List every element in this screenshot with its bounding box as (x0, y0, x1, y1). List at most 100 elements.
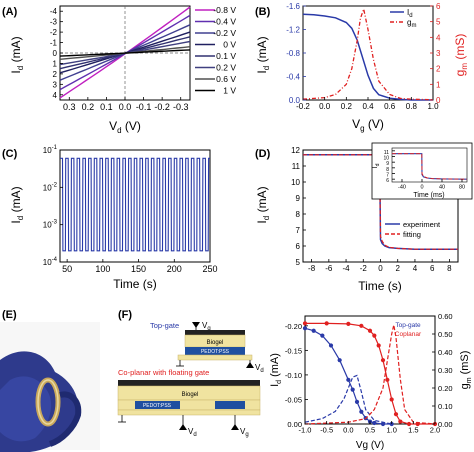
panel-a-legend-label-0: -0.8 V (213, 5, 236, 15)
panel-d-inset-y-ticklabel-1: 10 (383, 156, 389, 162)
panel-d-inset-x-ticklabel-3: 80 (459, 185, 465, 191)
vg-terminal-icon (192, 322, 200, 328)
panel-d-y-ticklabel-5: 7 (296, 226, 301, 235)
panel-f-series-0-marker-4 (337, 358, 342, 363)
panel-a-y-ticklabel-5: 1 (53, 59, 58, 68)
panel-label-e: (E) (2, 309, 17, 321)
panel-f-x-ticklabel-4: 1.0 (386, 426, 396, 435)
schematic-biogel-coplanar: Biogel (182, 392, 199, 398)
schematic-vg-coplanar: Vg (240, 427, 249, 438)
panel-f-x-ticklabel-3: 0.5 (365, 426, 375, 435)
panel-f-y2-ticklabel-6: 0.00 (438, 420, 453, 429)
panel-f-series-2-marker-2 (346, 321, 351, 326)
panel-b-legend: Id gm (390, 8, 416, 29)
panel-d-inset-y-ticklabel-3: 8 (386, 167, 389, 173)
panel-f-series-0-marker-11 (372, 420, 377, 426)
panel-a-legend-label-7: 1 V (223, 86, 236, 96)
panel-f-y-ticklabel-1: -0.15 (285, 346, 302, 355)
panel-d-inset-y-ticklabel-5: 6 (386, 178, 389, 184)
panel-label-d: (D) (255, 148, 271, 160)
panel-f-x-ticklabel-0: -1.0 (299, 426, 312, 435)
panel-f-series-2-marker-4 (367, 328, 373, 333)
panel-d-y-ticklabel-1: 11 (292, 162, 301, 171)
panel-c-y-ticklabel-0: 10-1 (43, 145, 58, 155)
panel-d-x-ticklabel-6: 4 (413, 264, 418, 273)
panel-b-x-ticklabel-3: 0.4 (362, 102, 374, 111)
panel-a-x-ticklabel-2: 0.1 (100, 102, 113, 112)
panel-d-inset-series-fitting (392, 153, 468, 180)
panel-f-series-2-marker-0 (302, 321, 308, 326)
schematic-biogel-top: Biogel (207, 340, 224, 346)
panel-f-series-0-marker-3 (328, 343, 334, 348)
panel-a-legend-label-6: 0.6 V (216, 74, 236, 84)
panel-b-chart: -0.2 0.0 0.2 0.4 0.6 0.8 1.0 -1.6-1.2-0.8-0.40… (255, 2, 469, 133)
panel-d-y-ticklabel-7: 5 (296, 258, 301, 267)
panel-f-y2-ticklabel-3: 0.30 (438, 366, 453, 375)
panel-e-photo (0, 322, 100, 452)
panel-f-series-0-marker-1 (311, 328, 316, 333)
schematic-coplanar-title: Co-planar with floating gate (118, 368, 209, 377)
panel-c-xlabel: Time (s) (113, 277, 157, 291)
panel-b-legend-gm: gm (407, 18, 416, 29)
panel-d-inset-x-ticklabel-1: 0 (420, 185, 423, 191)
panel-f-legend-coplanar: Coplanar (395, 331, 422, 338)
panel-label-f: (F) (118, 309, 132, 321)
panel-f-y2-ticklabel-2: 0.40 (438, 348, 453, 357)
panel-a-x-ticklabel-4: -0.1 (136, 102, 152, 112)
panel-f-series-2-marker-9 (389, 397, 394, 402)
panel-f-series-0-marker-6 (350, 387, 355, 392)
panel-d-xlabel: Time (s) (358, 279, 402, 293)
panel-b-y2-ticklabel-4: 2 (436, 65, 441, 74)
panel-f-y-ticklabel-4: 0.00 (287, 420, 302, 429)
panel-f-x-ticklabel-5: 1.5 (408, 426, 418, 435)
panel-f-y2label: gm (mS) (459, 351, 473, 390)
panel-b-legend-id: Id (407, 8, 413, 19)
panel-f-series-2-marker-7 (380, 358, 386, 363)
panel-c-chart: 50 100 150 200 250 10-1 10-2 10-3 10-4 Time (s)… (9, 145, 218, 291)
panel-c-x-ticklabel-1: 100 (95, 264, 110, 274)
panel-b-y-ticklabel-0: -1.6 (286, 2, 300, 11)
panel-d-x-ticklabel-1: -6 (325, 264, 333, 273)
panel-d-legend: experiment fitting (385, 220, 441, 239)
panel-f-x-ticklabel-6: 2.0 (430, 426, 440, 435)
panel-d-y-ticklabel-2: 10 (291, 178, 300, 187)
panel-f-schematic: Top-gate Vg Biogel PEDOT:PSS Vd Co-plana… (117, 321, 264, 438)
panel-a-legend-label-2: -0.2 V (213, 28, 236, 38)
panel-f-xlabel: Vg (V) (356, 440, 384, 451)
panel-b-y-ticklabel-4: 0.0 (289, 96, 301, 105)
panel-label-b: (B) (255, 6, 271, 18)
panel-d-y-ticklabel-6: 6 (296, 242, 301, 251)
vd-terminal-icon-top (246, 362, 254, 368)
panel-f-series-2-marker-12 (406, 421, 412, 427)
panel-b-y2-ticklabel-2: 4 (436, 33, 441, 42)
panel-label-a: (A) (2, 6, 18, 18)
panel-c-x-ticklabel-0: 50 (62, 264, 72, 274)
panel-b-x-ticklabel-1: 0.0 (319, 102, 331, 111)
panel-a-legend-label-3: 0 V (223, 40, 236, 50)
panel-b-frame (302, 5, 434, 101)
panel-a-chart: 0.3 0.2 0.1 0.0 -0.1 -0.2 -0.3 -4 -3-2 -101 23 4 -… (9, 5, 236, 135)
panel-f-series-2-marker-1 (324, 321, 329, 326)
panel-a-ylabel: Id (mA) (9, 36, 25, 73)
panel-f-series-0-marker-0 (302, 326, 308, 331)
panel-d-legend-experiment: experiment (403, 220, 441, 229)
panel-a-y-ticklabel-3: -1 (50, 39, 58, 48)
panel-b-x-ticklabel-5: 0.8 (406, 102, 418, 111)
panel-a-x-ticklabel-1: 0.2 (82, 102, 95, 112)
panel-a-y-ticklabel-1: -3 (50, 18, 58, 27)
panel-a-y-ticklabel-8: 4 (53, 91, 58, 100)
panel-d-inset-frame (391, 147, 468, 183)
panel-d-ylabel: Id (mA) (255, 186, 271, 223)
panel-f-y-ticklabel-3: -0.05 (285, 395, 302, 404)
panel-f-series-2-marker-3 (359, 323, 364, 328)
panel-d-y-ticklabel-0: 12 (291, 146, 300, 155)
panel-d-inset-x-ticklabel-2: 40 (439, 185, 445, 191)
panel-b-x-ticklabel-0: -0.2 (296, 102, 310, 111)
panel-b-y2-ticklabel-3: 3 (436, 49, 441, 58)
schematic-vd-top: Vd (255, 363, 264, 374)
panel-c-y-ticklabel-1: 10-2 (43, 182, 58, 192)
panel-b-y2-ticklabel-0: 6 (436, 2, 441, 11)
schematic-vg-top: Vg (202, 321, 211, 332)
